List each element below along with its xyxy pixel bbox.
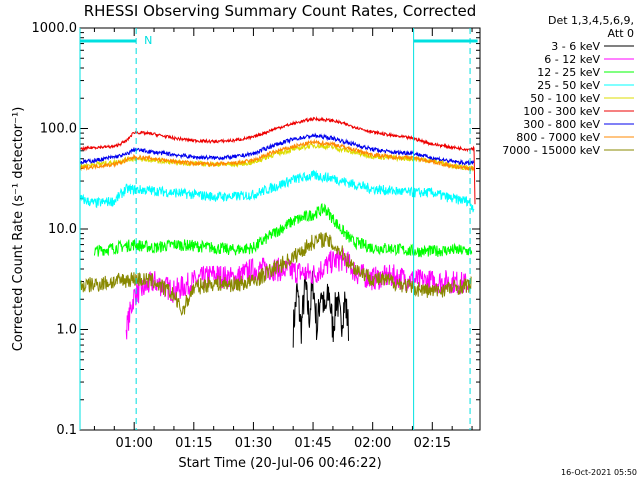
series-line-2 bbox=[93, 203, 473, 258]
y-axis-label: Corrected Count Rate (s⁻¹ detector⁻¹) bbox=[11, 107, 26, 352]
series-line-3 bbox=[79, 169, 475, 213]
x-tick-label: 01:00 bbox=[115, 436, 152, 451]
x-tick-label: 02:00 bbox=[354, 436, 391, 451]
series-line-0 bbox=[292, 270, 349, 348]
legend-label-8: 7000 - 15000 keV bbox=[502, 144, 600, 157]
legend-label-1: 6 - 12 keV bbox=[544, 53, 600, 66]
x-tick-label: 02:15 bbox=[414, 436, 451, 451]
y-tick-label: 10.0 bbox=[48, 222, 77, 237]
series-line-7 bbox=[79, 138, 475, 172]
x-tick-label: 01:30 bbox=[235, 436, 272, 451]
x-tick-label: 01:15 bbox=[175, 436, 212, 451]
series-line-6 bbox=[79, 132, 475, 166]
legend-header-detectors: Det 1,3,4,5,6,9, bbox=[548, 14, 634, 27]
series-line-1 bbox=[125, 247, 469, 340]
legend-label-4: 50 - 100 keV bbox=[530, 92, 600, 105]
legend-label-7: 800 - 7000 keV bbox=[516, 131, 600, 144]
legend-header-attenuator: Att 0 bbox=[608, 27, 634, 40]
legend-label-0: 3 - 6 keV bbox=[551, 40, 600, 53]
x-tick-label: 01:45 bbox=[294, 436, 331, 451]
plot-area: 0.1 1.0 10.0 100.0 1000.0 01:00 01:15 01:30 01:4… bbox=[32, 21, 634, 451]
footer-timestamp: 16-Oct-2021 05:50 bbox=[561, 468, 637, 477]
night-flag-label: N bbox=[144, 34, 152, 47]
x-axis-label: Start Time (20-Jul-06 00:46:22) bbox=[178, 456, 381, 471]
y-tick-label: 0.1 bbox=[56, 423, 77, 438]
y-tick-label: 1.0 bbox=[56, 323, 77, 338]
series-line-8 bbox=[79, 232, 472, 316]
legend-label-2: 12 - 25 keV bbox=[537, 66, 600, 79]
legend-label-5: 100 - 300 keV bbox=[523, 105, 600, 118]
chart-title: RHESSI Observing Summary Count Rates, Co… bbox=[84, 2, 477, 20]
legend-label-3: 25 - 50 keV bbox=[537, 79, 600, 92]
y-tick-label: 1000.0 bbox=[32, 21, 78, 36]
series-line-5 bbox=[79, 116, 476, 205]
y-tick-label: 100.0 bbox=[40, 122, 77, 137]
legend-label-6: 300 - 800 keV bbox=[523, 118, 600, 131]
